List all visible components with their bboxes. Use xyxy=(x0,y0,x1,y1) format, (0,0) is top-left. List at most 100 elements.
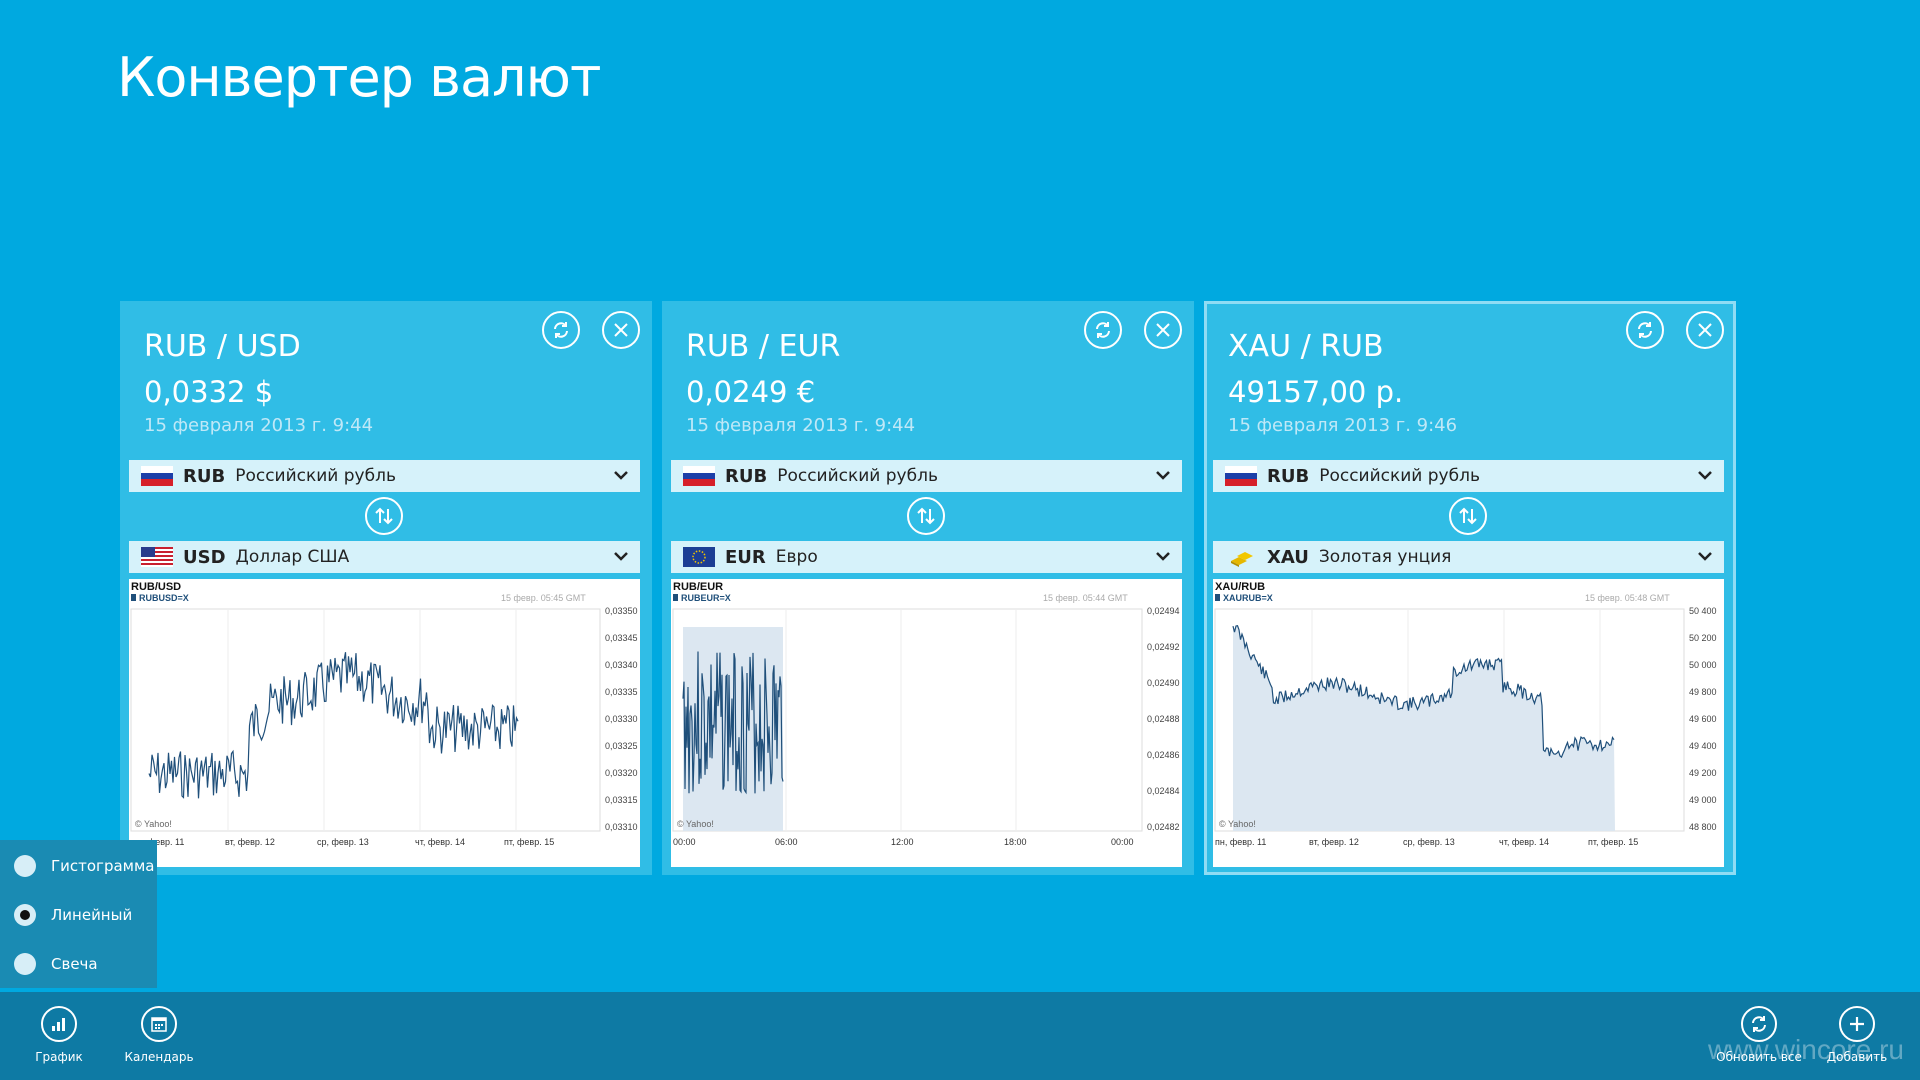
rate-history-chart: RUB/EUR RUBEUR=X 15 февр. 05:44 GMT 0,02… xyxy=(671,579,1182,867)
refresh-button[interactable] xyxy=(542,311,580,349)
close-button[interactable] xyxy=(1144,311,1182,349)
refresh-all-button[interactable]: Обновить все xyxy=(1714,1006,1804,1064)
y-tick-label: 50 200 xyxy=(1689,633,1717,643)
y-tick-label: 0,02486 xyxy=(1147,750,1180,760)
refresh-button[interactable] xyxy=(1084,311,1122,349)
y-tick-label: 49 800 xyxy=(1689,687,1717,697)
to-currency-code: EUR xyxy=(725,546,766,568)
y-tick-label: 50 000 xyxy=(1689,660,1717,670)
rate-series-line xyxy=(148,652,519,799)
swap-button[interactable] xyxy=(365,497,403,535)
plus-icon xyxy=(1850,1017,1864,1031)
chart-series-label: RUBEUR=X xyxy=(681,593,731,603)
refresh-button[interactable] xyxy=(1626,311,1664,349)
chart-type-option-histogram[interactable]: Гистограмма xyxy=(14,855,154,877)
from-currency-code: RUB xyxy=(183,465,226,487)
from-currency-name: Российский рубль xyxy=(1319,466,1480,486)
y-tick-label: 0,02484 xyxy=(1147,786,1180,796)
chart-grid xyxy=(130,608,601,832)
currency-tile-rub-eur[interactable]: RUB / EUR 0,0249 € 15 февраля 2013 г. 9:… xyxy=(662,301,1194,875)
calendar-button[interactable]: Календарь xyxy=(114,1006,204,1064)
from-currency-select[interactable]: RUB Российский рубль xyxy=(671,460,1182,492)
chevron-down-icon xyxy=(1156,552,1170,561)
currency-tile-rub-usd[interactable]: RUB / USD 0,0332 $ 15 февраля 2013 г. 9:… xyxy=(120,301,652,875)
usa-flag xyxy=(141,547,173,567)
option-label: Гистограмма xyxy=(51,857,155,875)
rate-series-line xyxy=(1232,625,1615,759)
y-tick-label: 0,03325 xyxy=(605,741,638,751)
chevron-down-icon xyxy=(614,552,628,561)
x-tick-label: чт, февр. 14 xyxy=(1499,837,1549,847)
pair-title: RUB / EUR xyxy=(686,329,841,364)
to-currency-select[interactable]: XAU Золотая унция xyxy=(1213,541,1724,573)
chart-grid xyxy=(672,608,1143,832)
radio-button[interactable] xyxy=(14,855,36,877)
y-tick-label: 0,02490 xyxy=(1147,678,1180,688)
currency-tile-xau-rub[interactable]: XAU / RUB 49157,00 р. 15 февраля 2013 г.… xyxy=(1204,301,1736,875)
rate-history-chart: RUB/USD RUBUSD=X 15 февр. 05:45 GMT 0,03… xyxy=(129,579,640,867)
swap-button[interactable] xyxy=(1449,497,1487,535)
close-icon xyxy=(1156,323,1170,337)
pair-title: RUB / USD xyxy=(144,329,301,364)
refresh-icon xyxy=(1752,1016,1766,1032)
russia-flag xyxy=(141,466,173,486)
legend-swatch xyxy=(131,594,136,601)
close-button[interactable] xyxy=(602,311,640,349)
y-tick-label: 50 400 xyxy=(1689,606,1717,616)
rate-value: 0,0332 $ xyxy=(144,375,274,409)
radio-button[interactable] xyxy=(14,953,36,975)
eu-flag xyxy=(683,547,715,567)
radio-button[interactable] xyxy=(14,904,36,926)
from-currency-select[interactable]: RUB Российский рубль xyxy=(129,460,640,492)
x-tick-label: вт, февр. 12 xyxy=(1309,837,1359,847)
y-tick-label: 49 600 xyxy=(1689,714,1717,724)
bar-chart-icon xyxy=(52,1018,65,1031)
x-tick-label: пн, февр. 11 xyxy=(1215,837,1266,847)
rate-timestamp: 15 февраля 2013 г. 9:44 xyxy=(144,415,374,436)
y-tick-label: 0,03310 xyxy=(605,822,638,832)
y-tick-label: 0,03320 xyxy=(605,768,638,778)
chart-button-label: График xyxy=(35,1050,83,1064)
y-tick-label: 0,03330 xyxy=(605,714,638,724)
close-button[interactable] xyxy=(1686,311,1724,349)
rate-value: 0,0249 € xyxy=(686,375,816,409)
chart-series-label: XAURUB=X xyxy=(1223,593,1273,603)
chevron-down-icon xyxy=(1698,471,1712,480)
to-currency-name: Доллар США xyxy=(235,547,350,567)
to-currency-name: Евро xyxy=(775,547,818,567)
chart-type-option-line[interactable]: Линейный xyxy=(14,904,132,926)
option-label: Свеча xyxy=(51,955,98,973)
y-tick-label: 0,03340 xyxy=(605,660,638,670)
y-tick-label: 48 800 xyxy=(1689,822,1717,832)
close-icon xyxy=(1698,323,1712,337)
add-button[interactable]: Добавить xyxy=(1812,1006,1902,1064)
watermark: www.wincore.ru xyxy=(1707,1034,1904,1065)
calendar-button-label: Календарь xyxy=(124,1050,194,1064)
swap-button[interactable] xyxy=(907,497,945,535)
to-currency-select[interactable]: USD Доллар США xyxy=(129,541,640,573)
y-tick-label: 0,03345 xyxy=(605,633,638,643)
y-tick-label: 49 400 xyxy=(1689,741,1717,751)
x-tick-label: пн, февр. 11 xyxy=(133,837,184,847)
chart-type-option-candle[interactable]: Свеча xyxy=(14,953,98,975)
chart-time-label: 15 февр. 05:44 GMT xyxy=(1043,593,1128,603)
swap-arrows-icon xyxy=(917,507,935,525)
rate-value: 49157,00 р. xyxy=(1228,375,1404,409)
to-currency-select[interactable]: EUR Евро xyxy=(671,541,1182,573)
chart-button[interactable]: График xyxy=(14,1006,104,1064)
x-tick-label: 00:00 xyxy=(673,837,696,847)
chart-type-menu: Гистограмма Линейный Свеча xyxy=(0,840,157,988)
rate-timestamp: 15 февраля 2013 г. 9:44 xyxy=(686,415,916,436)
x-tick-label: ср, февр. 13 xyxy=(317,837,369,847)
y-tick-label: 0,03350 xyxy=(605,606,638,616)
swap-arrows-icon xyxy=(1459,507,1477,525)
gold-bars-icon xyxy=(1225,547,1257,567)
chart-credit: © Yahoo! xyxy=(1219,819,1256,829)
x-tick-label: пт, февр. 15 xyxy=(1588,837,1638,847)
from-currency-select[interactable]: RUB Российский рубль xyxy=(1213,460,1724,492)
chart-credit: © Yahoo! xyxy=(135,819,172,829)
x-tick-label: 00:00 xyxy=(1111,837,1134,847)
from-currency-code: RUB xyxy=(725,465,768,487)
x-tick-label: вт, февр. 12 xyxy=(225,837,275,847)
legend-swatch xyxy=(1215,594,1220,601)
